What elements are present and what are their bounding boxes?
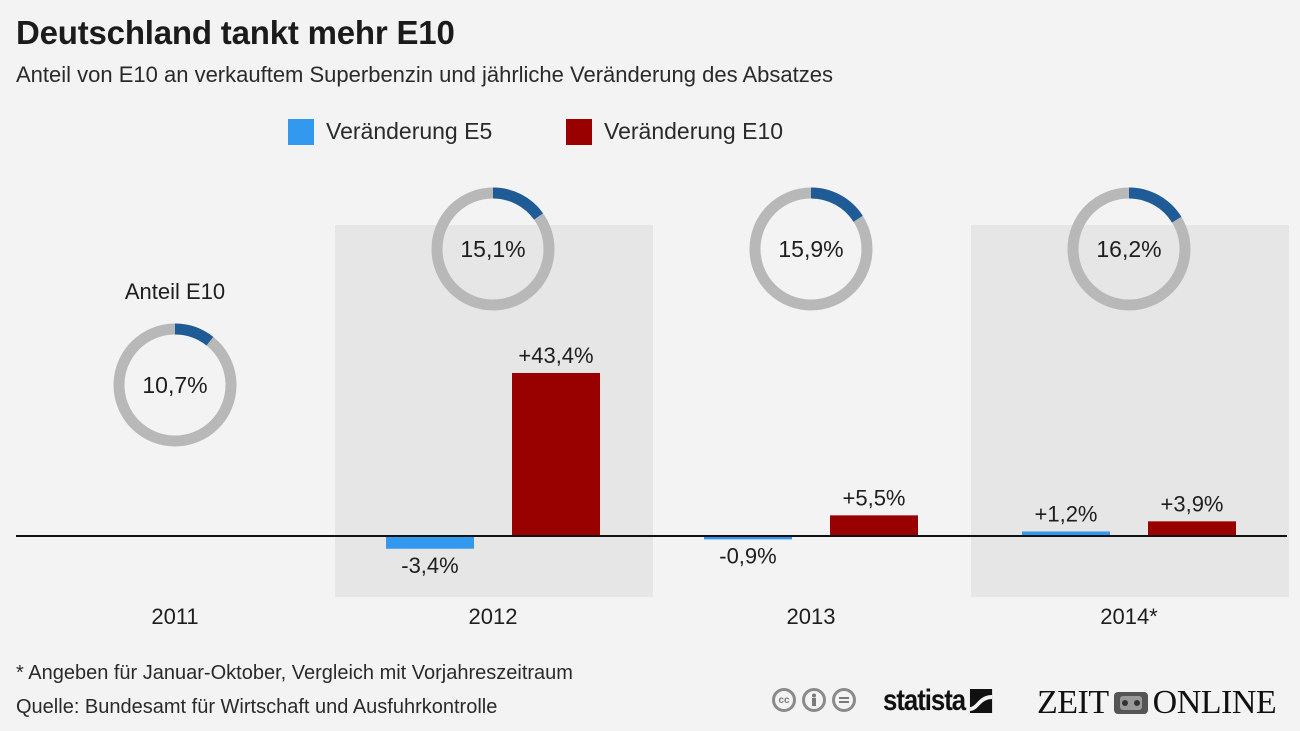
legend-item-e10: Veränderung E10 xyxy=(566,118,783,145)
license-icons: cc xyxy=(772,688,856,712)
footnote: * Angeben für Januar-Oktober, Vergleich … xyxy=(16,662,573,684)
cc-by-icon xyxy=(802,688,826,712)
zeit-wordmark: ZEIT xyxy=(1037,684,1109,721)
donut-share-arc xyxy=(1067,187,1191,311)
category-band xyxy=(335,225,653,597)
statista-logo: statista xyxy=(883,684,993,718)
donut-share-arc xyxy=(113,323,237,447)
donut-value-label: 16,2% xyxy=(1096,236,1161,262)
legend-swatch-e10 xyxy=(566,118,592,145)
legend-label-e5: Veränderung E5 xyxy=(326,118,493,144)
donut-value-label: 15,9% xyxy=(778,236,843,262)
statista-wordmark: statista xyxy=(883,684,966,717)
data-label: +1,2% xyxy=(1035,501,1098,526)
data-label: +5,5% xyxy=(843,485,906,510)
bar-e10 xyxy=(1148,521,1236,536)
bar-e10 xyxy=(512,373,600,536)
legend: Veränderung E5 Veränderung E10 xyxy=(0,118,1300,148)
cc-nd-icon xyxy=(832,688,856,712)
category-band xyxy=(971,225,1289,597)
legend-item-e5: Veränderung E5 xyxy=(288,118,492,145)
bar-e10 xyxy=(830,515,918,536)
legend-label-e10: Veränderung E10 xyxy=(604,118,784,144)
bar-e5 xyxy=(1022,531,1110,536)
chart-subtitle: Anteil von E10 an verkauftem Superbenzin… xyxy=(16,62,833,87)
share-title-label: Anteil E10 xyxy=(125,279,225,304)
donut-value-label: 10,7% xyxy=(142,372,207,398)
data-label: +43,4% xyxy=(518,343,593,368)
bar-e5 xyxy=(704,536,792,540)
source-note: Quelle: Bundesamt für Wirtschaft und Aus… xyxy=(16,696,498,718)
category-label: 2013 xyxy=(787,604,836,629)
data-label: -3,4% xyxy=(401,553,458,578)
chart-title: Deutschland tankt mehr E10 xyxy=(16,14,455,51)
zeit-crest-icon xyxy=(1113,692,1148,714)
cc-icon: cc xyxy=(772,688,796,712)
data-label: +3,9% xyxy=(1161,491,1224,516)
category-label: 2011 xyxy=(151,604,198,629)
bar-e5 xyxy=(386,536,474,549)
donut-value-label: 15,1% xyxy=(460,236,525,262)
online-wordmark: ONLINE xyxy=(1152,684,1277,721)
category-label: 2012 xyxy=(469,604,518,629)
legend-swatch-e5 xyxy=(288,118,314,145)
donut-share-arc xyxy=(749,187,873,311)
zeit-online-logo: ZEIT ONLINE xyxy=(1037,684,1277,722)
statista-mark-icon xyxy=(970,689,993,713)
data-label: -0,9% xyxy=(719,543,776,568)
category-label: 2014* xyxy=(1100,604,1158,629)
donut-share-arc xyxy=(431,187,555,311)
